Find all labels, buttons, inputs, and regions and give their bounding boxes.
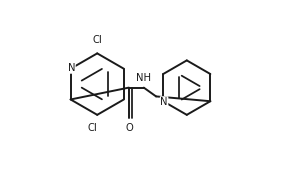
Text: Cl: Cl bbox=[92, 35, 102, 45]
Text: N: N bbox=[68, 63, 75, 73]
Text: O: O bbox=[126, 123, 133, 133]
Text: NH: NH bbox=[136, 73, 151, 83]
Text: N: N bbox=[160, 97, 168, 107]
Text: Cl: Cl bbox=[88, 123, 98, 133]
